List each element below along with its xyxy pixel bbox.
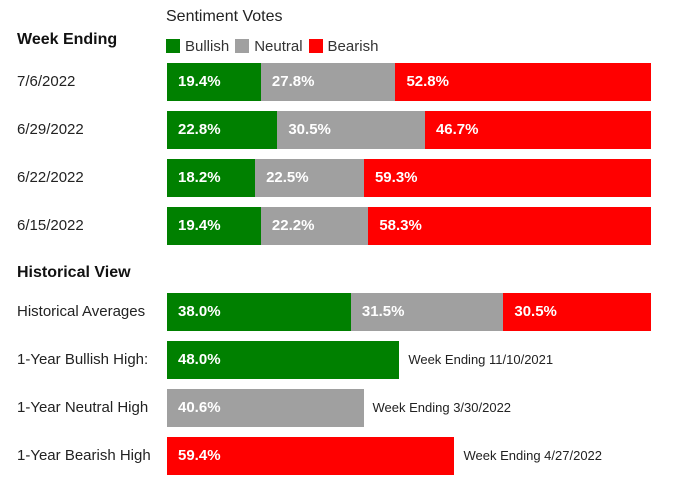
bearish-high-segment-label: 59.4% — [178, 447, 221, 464]
week-label: 7/6/2022 — [17, 73, 76, 90]
bearish-segment: 58.3% — [368, 207, 651, 245]
sentiment-bar: 19.4% 22.2% 58.3% — [167, 207, 651, 245]
bearish-segment-label: 46.7% — [435, 121, 479, 138]
bullish-segment-label: 19.4% — [178, 217, 221, 234]
neutral-high-week-note: Week Ending 3/30/2022 — [372, 400, 512, 415]
bullish-segment-label: 38.0% — [178, 303, 221, 320]
legend: Bullish Neutral Bearish — [166, 37, 384, 55]
bullish-segment: 38.0% — [167, 293, 351, 331]
bearish-segment: 59.3% — [363, 159, 651, 197]
bearish-segment-label: 59.3% — [374, 169, 418, 186]
legend-swatch-bullish — [166, 39, 180, 53]
neutral-high-segment-label: 40.6% — [178, 399, 221, 416]
sentiment-bar: 18.2% 22.5% 59.3% — [167, 159, 651, 197]
legend-label-bearish: Bearish — [327, 37, 379, 55]
legend-title: Sentiment Votes — [166, 8, 283, 25]
bullish-segment: 22.8% — [167, 111, 278, 149]
bearish-segment-label: 52.8% — [406, 73, 449, 90]
legend-swatch-neutral — [235, 39, 250, 53]
bearish-high-segment: 59.4% — [167, 437, 455, 475]
neutral-segment: 27.8% — [260, 63, 396, 101]
bearish-high-bar: 59.4% — [167, 437, 455, 475]
bullish-high-week-note: Week Ending 11/10/2021 — [408, 352, 554, 367]
legend-swatch-bearish — [308, 39, 323, 53]
neutral-segment: 22.5% — [255, 159, 364, 197]
bullish-high-bar: 48.0% — [167, 341, 400, 379]
bullish-high-label: 1-Year Bullish High: — [17, 351, 149, 368]
historical-view-heading: Historical View — [17, 264, 131, 281]
bearish-high-week-note: Week Ending 4/27/2022 — [463, 448, 603, 463]
bearish-segment-label: 58.3% — [379, 217, 422, 234]
legend-label-bullish: Bullish — [185, 37, 230, 55]
bearish-segment: 52.8% — [395, 63, 651, 101]
bullish-segment: 18.2% — [167, 159, 256, 197]
neutral-high-segment: 40.6% — [167, 389, 364, 427]
neutral-segment-label: 22.2% — [271, 217, 315, 234]
historical-averages-label: Historical Averages — [17, 303, 146, 320]
sentiment-bar: 22.8% 30.5% 46.7% — [167, 111, 651, 149]
bullish-segment-label: 18.2% — [178, 169, 221, 186]
neutral-high-label: 1-Year Neutral High — [17, 399, 149, 416]
neutral-segment-label: 22.5% — [266, 169, 309, 186]
legend-label-neutral: Neutral — [254, 37, 303, 55]
bullish-high-segment-label: 48.0% — [178, 351, 221, 368]
neutral-segment: 22.2% — [260, 207, 369, 245]
week-ending-heading: Week Ending — [17, 31, 118, 48]
week-label: 6/15/2022 — [17, 217, 84, 234]
bullish-segment-label: 22.8% — [178, 121, 221, 138]
week-label: 6/29/2022 — [17, 121, 84, 138]
neutral-segment: 31.5% — [350, 293, 504, 331]
neutral-segment-label: 31.5% — [361, 303, 405, 320]
bearish-segment: 46.7% — [424, 111, 651, 149]
bearish-segment-label: 30.5% — [514, 303, 557, 320]
sentiment-bar: 19.4% 27.8% 52.8% — [167, 63, 651, 101]
bullish-segment: 19.4% — [167, 207, 261, 245]
neutral-segment-label: 27.8% — [271, 73, 315, 90]
neutral-segment-label: 30.5% — [288, 121, 331, 138]
neutral-segment: 30.5% — [277, 111, 425, 149]
bearish-high-label: 1-Year Bearish High — [17, 447, 151, 464]
bullish-segment: 19.4% — [167, 63, 261, 101]
bullish-high-segment: 48.0% — [167, 341, 400, 379]
bullish-segment-label: 19.4% — [178, 73, 221, 90]
week-label: 6/22/2022 — [17, 169, 84, 186]
neutral-high-bar: 40.6% — [167, 389, 364, 427]
historical-averages-bar: 38.0% 31.5% 30.5% — [167, 293, 651, 331]
bearish-segment: 30.5% — [503, 293, 651, 331]
